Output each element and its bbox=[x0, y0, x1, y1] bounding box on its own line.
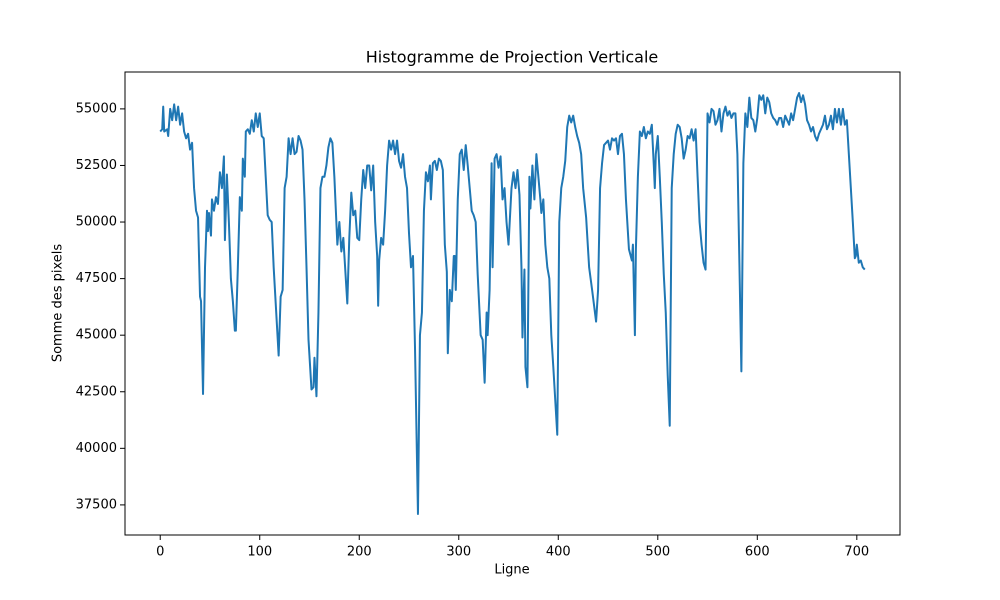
data-line bbox=[159, 92, 866, 515]
y-tick-label: 42500 bbox=[76, 384, 117, 399]
x-tick-label: 600 bbox=[745, 545, 770, 560]
y-axis-label: Somme des pixels bbox=[51, 244, 66, 363]
y-tick-label: 45000 bbox=[76, 328, 117, 343]
x-tick-label: 300 bbox=[446, 545, 471, 560]
plot-frame bbox=[124, 71, 901, 536]
x-tick-label: 200 bbox=[347, 545, 372, 560]
x-tick-label: 100 bbox=[247, 545, 272, 560]
x-tick-label: 0 bbox=[156, 545, 164, 560]
y-tick-label: 52500 bbox=[76, 158, 117, 173]
y-tick-label: 50000 bbox=[76, 215, 117, 230]
y-tick-label: 47500 bbox=[76, 271, 117, 286]
y-tick-label: 40000 bbox=[76, 441, 117, 456]
x-tick-label: 500 bbox=[645, 545, 670, 560]
x-axis-label: Ligne bbox=[494, 563, 529, 578]
chart-title: Histogramme de Projection Verticale bbox=[366, 48, 659, 67]
y-tick-label: 55000 bbox=[76, 101, 117, 116]
y-tick-label: 37500 bbox=[76, 497, 117, 512]
x-tick-label: 700 bbox=[844, 545, 869, 560]
x-tick-label: 400 bbox=[546, 545, 571, 560]
